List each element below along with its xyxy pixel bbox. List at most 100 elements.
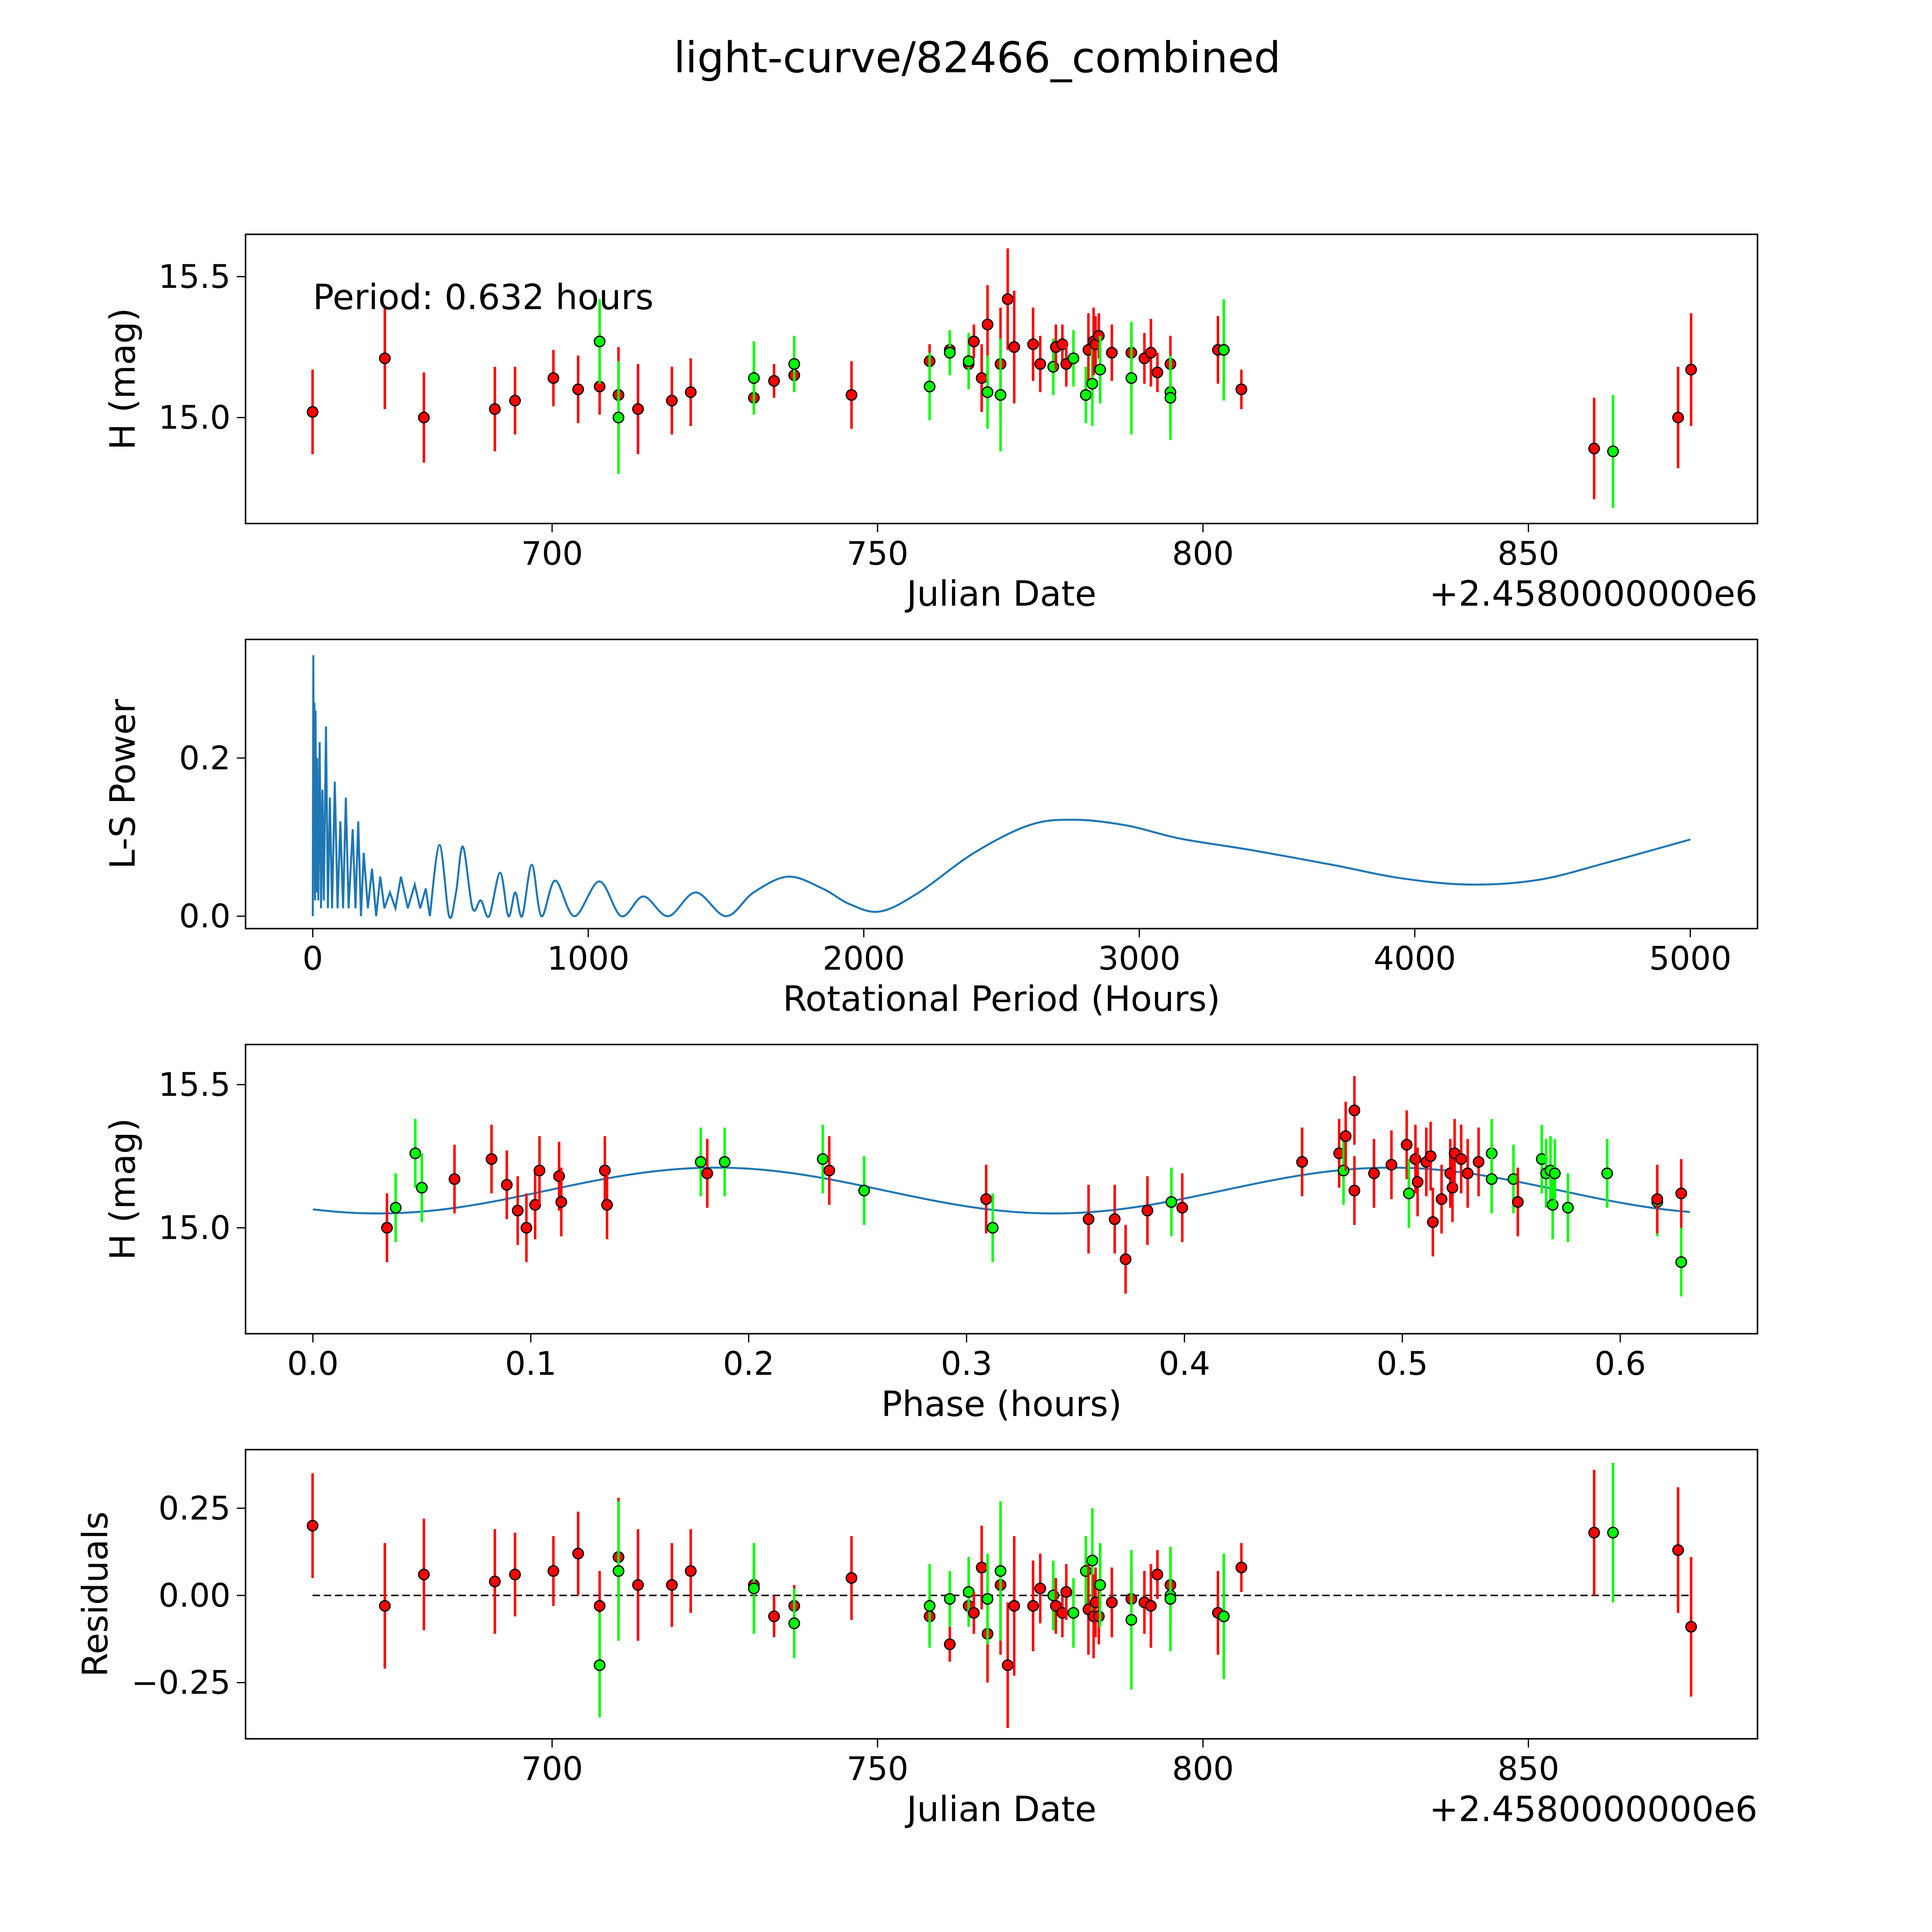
y-axis-label: L-S Power bbox=[102, 699, 143, 869]
y-axis-label: H (mag) bbox=[102, 1118, 143, 1260]
data-point bbox=[1125, 372, 1138, 384]
data-point bbox=[1409, 1153, 1422, 1165]
data-point bbox=[845, 389, 857, 401]
data-point bbox=[1549, 1167, 1561, 1179]
data-point bbox=[1607, 445, 1619, 457]
data-point bbox=[1675, 1256, 1687, 1268]
data-point bbox=[1340, 1130, 1352, 1142]
data-point bbox=[944, 1593, 956, 1605]
data-point bbox=[572, 383, 584, 395]
data-point bbox=[1109, 1213, 1121, 1225]
y-tick-label: 0.00 bbox=[158, 1577, 231, 1614]
data-point bbox=[612, 412, 624, 423]
data-point bbox=[1401, 1139, 1413, 1151]
data-point bbox=[1094, 364, 1106, 376]
data-point bbox=[1164, 392, 1177, 404]
x-tick-label: 4000 bbox=[1374, 940, 1456, 978]
data-point bbox=[1141, 1204, 1153, 1217]
data-point bbox=[594, 335, 605, 347]
x-tick-label: 800 bbox=[1172, 1750, 1234, 1787]
data-point bbox=[1008, 1600, 1020, 1612]
data-point bbox=[1455, 1153, 1467, 1165]
data-point bbox=[599, 1165, 611, 1177]
x-tick-label: 3000 bbox=[1098, 940, 1180, 978]
data-point bbox=[923, 1600, 935, 1612]
data-point bbox=[1119, 1253, 1132, 1265]
y-tick-label: 0.25 bbox=[158, 1489, 231, 1527]
data-point bbox=[1067, 352, 1080, 364]
data-point bbox=[1067, 1607, 1080, 1619]
figure-title: light-curve/82466_combined bbox=[673, 33, 1281, 82]
data-point bbox=[489, 1575, 501, 1588]
data-point bbox=[512, 1204, 524, 1217]
x-tick-label: 0.1 bbox=[505, 1345, 556, 1383]
data-point bbox=[1106, 347, 1118, 359]
data-point bbox=[666, 395, 678, 406]
data-point bbox=[1672, 412, 1684, 423]
y-tick-label: −0.25 bbox=[131, 1664, 231, 1702]
data-point bbox=[1176, 1202, 1188, 1214]
data-point bbox=[1588, 1527, 1600, 1539]
data-point bbox=[306, 1520, 319, 1532]
data-point bbox=[748, 1582, 760, 1595]
data-point bbox=[981, 386, 993, 398]
data-point bbox=[1412, 1176, 1423, 1188]
y-axis-label: Residuals bbox=[75, 1512, 116, 1677]
data-point bbox=[1002, 293, 1014, 305]
data-point bbox=[1486, 1173, 1498, 1185]
data-point bbox=[1337, 1165, 1350, 1177]
data-point bbox=[1093, 330, 1105, 342]
data-point bbox=[1473, 1156, 1485, 1168]
x-axis-label: Julian Date bbox=[905, 1789, 1096, 1830]
data-point bbox=[379, 1600, 391, 1612]
data-point bbox=[1164, 1593, 1177, 1605]
data-point bbox=[1093, 1610, 1105, 1622]
data-point bbox=[719, 1156, 731, 1168]
data-point bbox=[701, 1167, 713, 1179]
plot-area bbox=[313, 1076, 1690, 1297]
data-point bbox=[1368, 1167, 1380, 1179]
data-point bbox=[1601, 1167, 1613, 1179]
x-offset-text: +2.4580000000e6 bbox=[1429, 574, 1757, 614]
data-point bbox=[788, 1617, 800, 1629]
data-point bbox=[980, 1193, 992, 1205]
data-point bbox=[489, 403, 501, 415]
data-point bbox=[817, 1153, 829, 1165]
data-point bbox=[1034, 1582, 1046, 1595]
axes-frame bbox=[245, 638, 1759, 930]
data-point bbox=[788, 358, 800, 370]
data-point bbox=[594, 1600, 605, 1612]
y-axis-label: H (mag) bbox=[102, 308, 143, 450]
data-point bbox=[1145, 1600, 1157, 1612]
data-point bbox=[1080, 389, 1092, 401]
data-point bbox=[685, 386, 697, 398]
axes-frame bbox=[245, 233, 1759, 524]
periodogram-spiky-line bbox=[311, 655, 431, 917]
x-offset-text: +2.4580000000e6 bbox=[1429, 1789, 1757, 1830]
y-tick-label: 15.5 bbox=[158, 258, 231, 296]
data-point bbox=[986, 1222, 999, 1234]
x-tick-label: 800 bbox=[1172, 534, 1234, 572]
data-point bbox=[1512, 1196, 1524, 1208]
x-axis-label: Rotational Period (Hours) bbox=[783, 979, 1220, 1019]
data-point bbox=[1349, 1184, 1361, 1197]
data-point bbox=[509, 1568, 521, 1580]
data-point bbox=[976, 1561, 988, 1573]
data-point bbox=[968, 1607, 980, 1619]
data-point bbox=[823, 1165, 835, 1177]
periodogram-line bbox=[429, 818, 1691, 919]
data-point bbox=[1083, 1213, 1095, 1225]
data-point bbox=[963, 355, 975, 367]
data-point bbox=[944, 1638, 956, 1650]
data-point bbox=[601, 1199, 613, 1211]
data-point bbox=[1034, 358, 1046, 370]
x-tick-label: 5000 bbox=[1649, 940, 1731, 978]
panel-phased: 0.0 0.1 0.2 0.3 0.4 0.5 0.6 15.0 15.5 Phase (hour… bbox=[102, 1044, 1759, 1425]
data-point bbox=[418, 1568, 430, 1580]
data-point bbox=[1425, 1150, 1437, 1162]
data-point bbox=[1435, 1193, 1447, 1205]
data-point bbox=[1385, 1159, 1398, 1171]
data-point bbox=[389, 1202, 402, 1214]
data-point bbox=[1349, 1104, 1361, 1116]
x-tick-label: 0 bbox=[303, 940, 323, 978]
